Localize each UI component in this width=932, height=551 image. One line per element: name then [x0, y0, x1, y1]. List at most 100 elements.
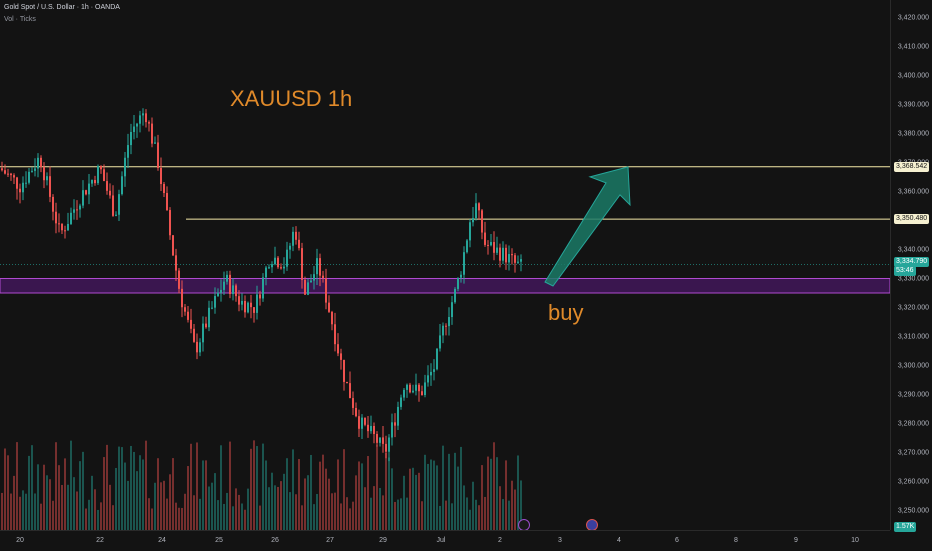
volume-bar — [406, 497, 408, 530]
candle-body — [52, 196, 54, 212]
candle-body — [427, 375, 429, 383]
volume-bar — [256, 446, 258, 530]
candle-body — [463, 252, 465, 275]
volume-bar — [136, 471, 138, 530]
candle-body — [205, 323, 207, 328]
volume-bar — [475, 499, 477, 530]
candle-body — [61, 223, 63, 231]
candle-body — [40, 157, 42, 167]
volume-bar — [226, 492, 228, 530]
volume-bar — [247, 488, 249, 530]
volume-bar — [424, 454, 426, 530]
candle-body — [295, 231, 297, 240]
chart-annotation-buy: buy — [548, 300, 584, 325]
candle-body — [436, 348, 438, 370]
volume-bar — [109, 484, 111, 530]
volume-bar — [88, 499, 90, 530]
volume-bar — [133, 451, 135, 530]
candle-body — [403, 389, 405, 398]
candle-body — [256, 294, 258, 313]
event-icon-lightning[interactable] — [518, 519, 530, 530]
price-tick-label: 3,420.000 — [897, 14, 929, 21]
volume-bar — [163, 480, 165, 530]
chart-pane[interactable]: Gold Spot / U.S. Dollar · 1h · OANDA Vol… — [0, 0, 890, 530]
candle-body — [394, 422, 396, 426]
candle-body — [76, 209, 78, 211]
volume-bar — [190, 443, 192, 530]
candle-body — [442, 325, 444, 336]
volume-bar — [64, 458, 66, 530]
candlestick-chart[interactable] — [0, 0, 890, 530]
candle-body — [334, 324, 336, 345]
volume-bar — [94, 489, 96, 530]
volume-legend[interactable]: Vol · Ticks — [4, 16, 36, 23]
candle-body — [211, 307, 213, 309]
volume-bar — [205, 460, 207, 530]
candle-body — [133, 126, 135, 132]
candle-body — [259, 294, 261, 299]
volume-bar — [319, 461, 321, 530]
volume-bar — [274, 485, 276, 530]
candle-body — [283, 266, 285, 269]
price-tick-label: 3,360.000 — [897, 188, 929, 195]
candle-body — [103, 169, 105, 182]
candle-body — [277, 257, 279, 268]
candle-body — [346, 381, 348, 384]
candle-body — [370, 425, 372, 432]
candle-body — [10, 173, 12, 176]
volume-bar — [388, 457, 390, 530]
time-axis[interactable]: 20 22 24 25 26 27 29 Jul 2 3 4 6 8 9 10 — [0, 530, 890, 551]
volume-bar — [19, 496, 21, 530]
volume-bar — [340, 503, 342, 530]
candle-body — [232, 285, 234, 295]
candle-body — [172, 235, 174, 256]
volume-bar — [310, 454, 312, 530]
candle-body — [187, 311, 189, 320]
candle-body — [490, 242, 492, 246]
candle-body — [517, 261, 519, 263]
time-tick-label: 4 — [617, 537, 621, 544]
volume-bar — [199, 498, 201, 530]
volume-bar — [352, 501, 354, 530]
candle-body — [22, 182, 24, 193]
candle-body — [391, 422, 393, 438]
candle-body — [106, 181, 108, 191]
candle-body — [67, 223, 69, 231]
price-tick-label: 3,300.000 — [897, 362, 929, 369]
candle-body — [43, 166, 45, 181]
candle-body — [496, 247, 498, 253]
volume-bar — [370, 497, 372, 530]
candle-body — [223, 281, 225, 290]
price-tick-label: 3,250.000 — [897, 507, 929, 514]
price-tick-label: 3,280.000 — [897, 420, 929, 427]
candle-body — [439, 335, 441, 349]
price-tick-label: 3,310.000 — [897, 333, 929, 340]
volume-bar — [178, 507, 180, 530]
volume-bar — [454, 452, 456, 530]
candle-body — [250, 302, 252, 308]
volume-bar — [271, 472, 273, 530]
candle-body — [64, 230, 66, 232]
candle-body — [13, 175, 15, 178]
candle-body — [352, 398, 354, 408]
level-price-badge: 3,368.542 — [894, 161, 930, 172]
candle-body — [415, 384, 417, 391]
volume-bar — [415, 474, 417, 530]
candle-body — [79, 205, 81, 210]
volume-bar — [418, 472, 420, 530]
volume-bar — [346, 497, 348, 530]
volume-bar — [118, 446, 120, 530]
volume-bar — [217, 500, 219, 530]
candle-body — [31, 170, 33, 172]
volume-bar — [232, 506, 234, 530]
volume-bar — [169, 474, 171, 530]
event-icon-us-flag[interactable] — [586, 519, 598, 530]
candle-body — [85, 190, 87, 195]
candle-body — [49, 176, 51, 197]
volume-bar — [328, 478, 330, 530]
volume-bar — [130, 445, 132, 530]
axis-corner — [890, 530, 932, 550]
volume-bar — [364, 487, 366, 530]
candle-body — [472, 217, 474, 223]
symbol-legend[interactable]: Gold Spot / U.S. Dollar · 1h · OANDA — [4, 4, 120, 11]
